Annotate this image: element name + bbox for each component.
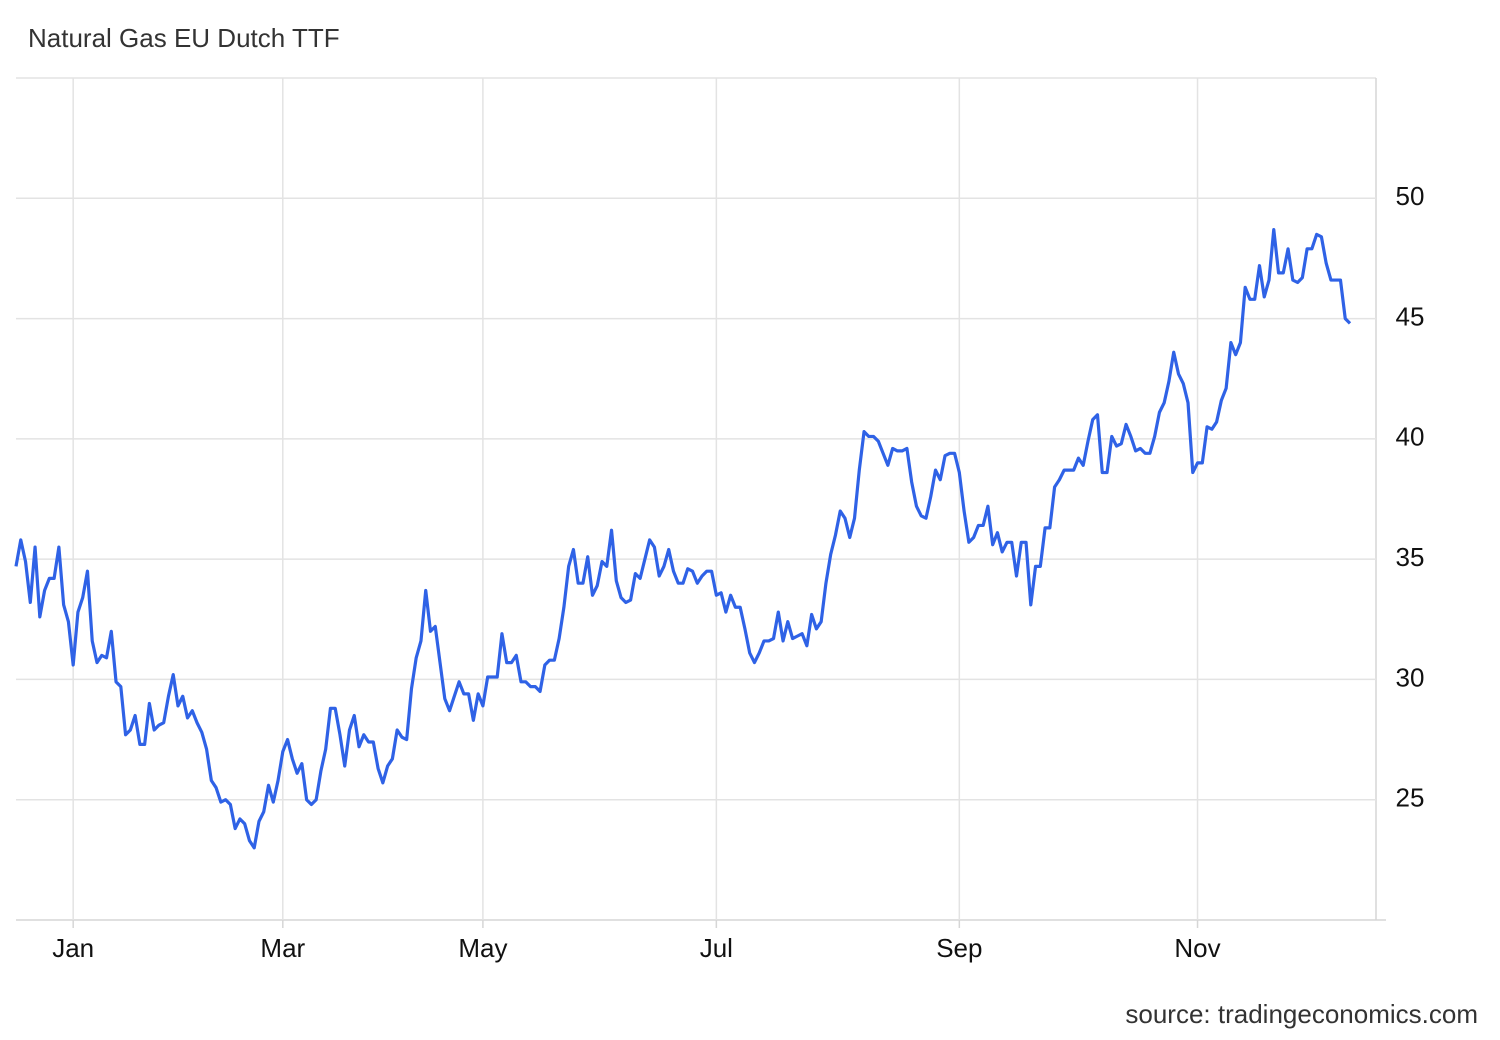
x-tick-label: Jul xyxy=(700,933,733,963)
y-tick-label: 45 xyxy=(1396,301,1425,331)
y-tick-label: 35 xyxy=(1396,542,1425,572)
y-tick-label: 40 xyxy=(1396,422,1425,452)
x-tick-label: Mar xyxy=(260,933,305,963)
y-tick-label: 50 xyxy=(1396,181,1425,211)
x-tick-label: Sep xyxy=(936,933,982,963)
x-tick-label: Jan xyxy=(52,933,94,963)
x-tick-label: May xyxy=(458,933,507,963)
x-tick-label: Nov xyxy=(1174,933,1220,963)
y-tick-label: 25 xyxy=(1396,783,1425,813)
chart-title: Natural Gas EU Dutch TTF xyxy=(28,23,340,53)
price-line xyxy=(14,227,1352,850)
y-tick-label: 30 xyxy=(1396,662,1425,692)
source: source: tradingeconomics.com xyxy=(1125,999,1478,1029)
